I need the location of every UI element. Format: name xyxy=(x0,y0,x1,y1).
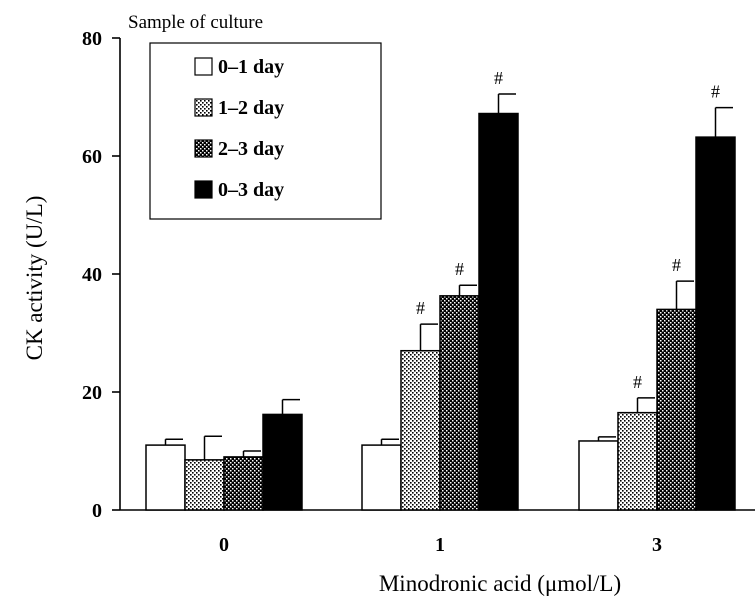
bar-2-1 xyxy=(617,411,658,511)
y-tick-label: 60 xyxy=(82,146,102,168)
significance-mark: # xyxy=(416,298,425,318)
y-tick-label: 80 xyxy=(82,28,102,50)
legend-swatch-0 xyxy=(194,57,213,76)
legend-label-1: 1–2 day xyxy=(218,97,284,119)
legend-label-2: 2–3 day xyxy=(218,138,284,160)
x-tick-label: 1 xyxy=(435,534,445,556)
legend-swatch-1 xyxy=(194,98,213,117)
bar-0-2 xyxy=(223,456,264,511)
y-tick-label: 40 xyxy=(82,264,102,286)
significance-mark: # xyxy=(633,372,642,392)
legend-label-3: 0–3 day xyxy=(218,179,284,201)
bar-1-0 xyxy=(361,444,402,511)
x-tick-label: 3 xyxy=(652,534,662,556)
y-tick-label: 0 xyxy=(92,500,102,522)
bar-2-0 xyxy=(578,440,619,511)
x-tick-label: 0 xyxy=(219,534,229,556)
bar-1-3 xyxy=(478,112,519,511)
significance-mark: # xyxy=(711,82,720,102)
legend-swatch-3 xyxy=(194,180,213,199)
legend-swatch-2 xyxy=(194,139,213,158)
x-axis-title: Minodronic acid (μmol/L) xyxy=(379,571,621,596)
significance-mark: # xyxy=(494,68,503,88)
bar-2-2 xyxy=(656,308,697,511)
legend-box xyxy=(149,42,382,220)
bar-0-1 xyxy=(184,459,225,511)
significance-mark: # xyxy=(455,259,464,279)
y-tick-label: 20 xyxy=(82,382,102,404)
y-axis-title: CK activity (U/L) xyxy=(22,196,47,361)
bar-1-1 xyxy=(400,349,441,511)
legend-label-0: 0–1 day xyxy=(218,56,284,78)
bar-1-2 xyxy=(439,295,480,511)
bar-2-3 xyxy=(695,136,736,511)
bar-0-3 xyxy=(262,413,303,511)
significance-mark: # xyxy=(672,255,681,275)
bar-0-0 xyxy=(145,444,186,511)
legend-title: Sample of culture xyxy=(128,12,263,33)
